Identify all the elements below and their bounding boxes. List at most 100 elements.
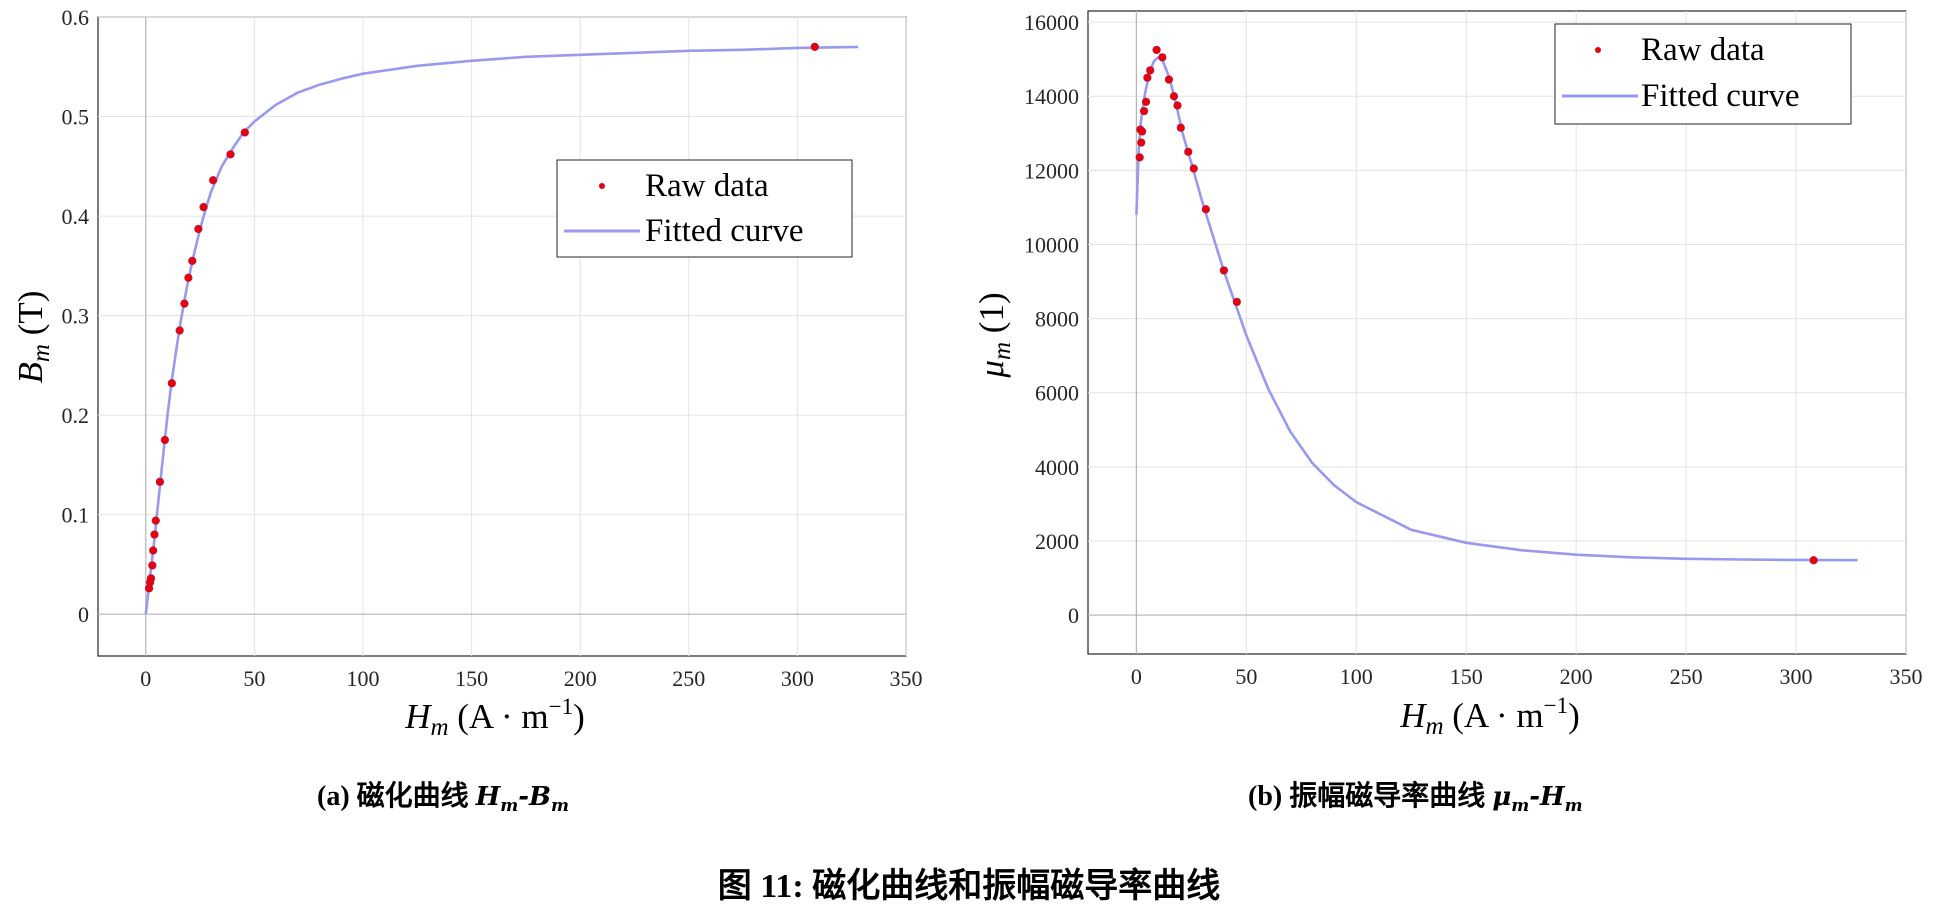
- raw-data-point: [188, 256, 197, 265]
- y-tick-label: 0.6: [62, 5, 90, 30]
- y-tick-label: 12000: [1024, 158, 1079, 183]
- zero-axis-lines: [98, 17, 906, 656]
- y-tick-label: 0.5: [62, 105, 90, 130]
- x-axis-label: Hm (A · m−1): [404, 694, 585, 741]
- raw-data-point: [1164, 75, 1174, 84]
- legend: Raw data Fitted curve: [556, 159, 853, 258]
- x-tick-label: 200: [564, 666, 597, 691]
- raw-data-point: [1137, 138, 1146, 147]
- raw-data-point: [155, 477, 165, 486]
- y-tick-label: 6000: [1035, 381, 1079, 406]
- panel-b-caption-text: (b) 振幅磁导率曲线: [1248, 781, 1486, 812]
- raw-data-point: [1169, 92, 1179, 101]
- panel-b-caption: (b) 振幅磁导率曲线 μm-Hm: [1248, 774, 1583, 816]
- y-tick-label: 0.2: [62, 403, 90, 428]
- raw-data-point: [1809, 556, 1818, 565]
- legend-box: [1554, 23, 1852, 125]
- raw-data-point: [1189, 164, 1198, 173]
- fitted-curve-series: [144, 45, 859, 615]
- raw-data-point: [148, 561, 157, 570]
- y-tick-labels: 0 0.1 0.2 0.3 0.4 0.5 0.6: [62, 5, 90, 627]
- raw-data-point: [180, 299, 189, 308]
- x-tick-label: 250: [672, 666, 705, 691]
- panel-b-caption-symbol: μm-Hm: [1492, 782, 1583, 817]
- figure-caption: 图 11: 磁化曲线和振幅磁导率曲线: [717, 868, 1221, 905]
- raw-data-point: [1135, 153, 1144, 162]
- raw-data-point: [1176, 123, 1185, 132]
- raw-data-point: [149, 546, 158, 555]
- y-tick-label: 0.4: [62, 204, 90, 229]
- raw-data-point: [1173, 101, 1182, 110]
- raw-data-point: [1201, 205, 1210, 214]
- raw-data-point: [167, 379, 176, 388]
- x-tick-label: 50: [1235, 664, 1257, 689]
- fitted-curve-line: [144, 45, 859, 615]
- x-tick-label: 200: [1560, 664, 1593, 689]
- x-tick-label: 250: [1670, 664, 1703, 689]
- y-tick-label: 0.3: [62, 304, 90, 329]
- panel-a-caption-symbol: Hm-Bm: [475, 782, 570, 817]
- raw-data-point: [160, 435, 169, 445]
- x-tick-label: 350: [1890, 664, 1923, 689]
- raw-data-point: [194, 224, 203, 234]
- legend-box: [556, 159, 853, 258]
- raw-data-point: [1141, 97, 1151, 106]
- x-tick-label: 300: [781, 666, 814, 691]
- x-tick-label: 100: [1340, 664, 1373, 689]
- y-tick-label: 0.1: [62, 503, 90, 528]
- legend-raw-label: Raw data: [645, 168, 769, 204]
- raw-data-point: [226, 150, 235, 159]
- chart-panel-b: 0 50 100 150 200 250 300 350 0 2000 4000 6000 8000 1…: [972, 10, 1923, 740]
- x-axis-label: Hm (A · m−1): [1399, 693, 1580, 740]
- panel-a-caption-text: (a) 磁化曲线: [317, 781, 469, 812]
- raw-data-point: [1146, 66, 1155, 75]
- plot-frame: [97, 16, 907, 657]
- y-tick-label: 8000: [1035, 307, 1079, 332]
- raw-data-series: [1135, 45, 1818, 565]
- raw-data-point: [1137, 127, 1147, 136]
- x-tick-labels: 0 50 100 150 200 250 300 350: [140, 666, 922, 691]
- legend: Raw data Fitted curve: [1554, 23, 1852, 125]
- raw-data-point: [146, 574, 156, 583]
- y-tick-labels: 0 2000 4000 6000 8000 10000 12000 14000 16000: [1024, 10, 1079, 628]
- raw-data-point: [150, 530, 159, 539]
- x-tick-label: 150: [1450, 664, 1483, 689]
- raw-data-point: [151, 516, 160, 525]
- y-tick-label: 4000: [1035, 455, 1079, 480]
- legend-fitted-label: Fitted curve: [1641, 78, 1800, 114]
- legend-raw-marker: [1595, 47, 1601, 53]
- x-tick-label: 300: [1780, 664, 1813, 689]
- raw-data-point: [184, 273, 193, 282]
- x-tick-label: 150: [455, 666, 488, 691]
- raw-data-point: [810, 42, 819, 51]
- grid-lines: [1088, 11, 1907, 654]
- y-tick-label: 0: [78, 602, 89, 627]
- raw-data-point: [1232, 297, 1241, 307]
- raw-data-point: [199, 203, 208, 212]
- raw-data-series: [144, 42, 819, 593]
- grid-lines: [98, 16, 907, 656]
- y-tick-label: 0: [1068, 603, 1079, 628]
- legend-fitted-label: Fitted curve: [645, 213, 804, 249]
- raw-data-point: [1184, 147, 1193, 156]
- y-axis-label: Bm (T): [11, 291, 55, 384]
- x-tick-label: 100: [346, 666, 379, 691]
- raw-data-point: [209, 176, 218, 185]
- raw-data-point: [1152, 45, 1161, 55]
- x-tick-label: 0: [140, 666, 151, 691]
- raw-data-point: [1143, 73, 1152, 82]
- chart-panel-a: 0 50 100 150 200 250 300 350 0 0.1 0.2 0.3 0.4 0.5 0.…: [11, 5, 923, 741]
- x-tick-labels: 0 50 100 150 200 250 300 350: [1131, 664, 1923, 689]
- legend-raw-marker: [599, 183, 605, 189]
- legend-raw-label: Raw data: [1641, 32, 1765, 68]
- zero-axis-lines: [1088, 11, 1906, 654]
- x-tick-label: 0: [1131, 664, 1142, 689]
- raw-data-point: [175, 326, 184, 335]
- y-tick-label: 16000: [1024, 10, 1079, 35]
- panel-a-caption: (a) 磁化曲线 Hm-Bm: [317, 774, 569, 816]
- y-tick-label: 14000: [1024, 84, 1079, 109]
- raw-data-point: [1139, 106, 1149, 116]
- x-tick-label: 350: [890, 666, 923, 691]
- x-tick-label: 50: [243, 666, 265, 691]
